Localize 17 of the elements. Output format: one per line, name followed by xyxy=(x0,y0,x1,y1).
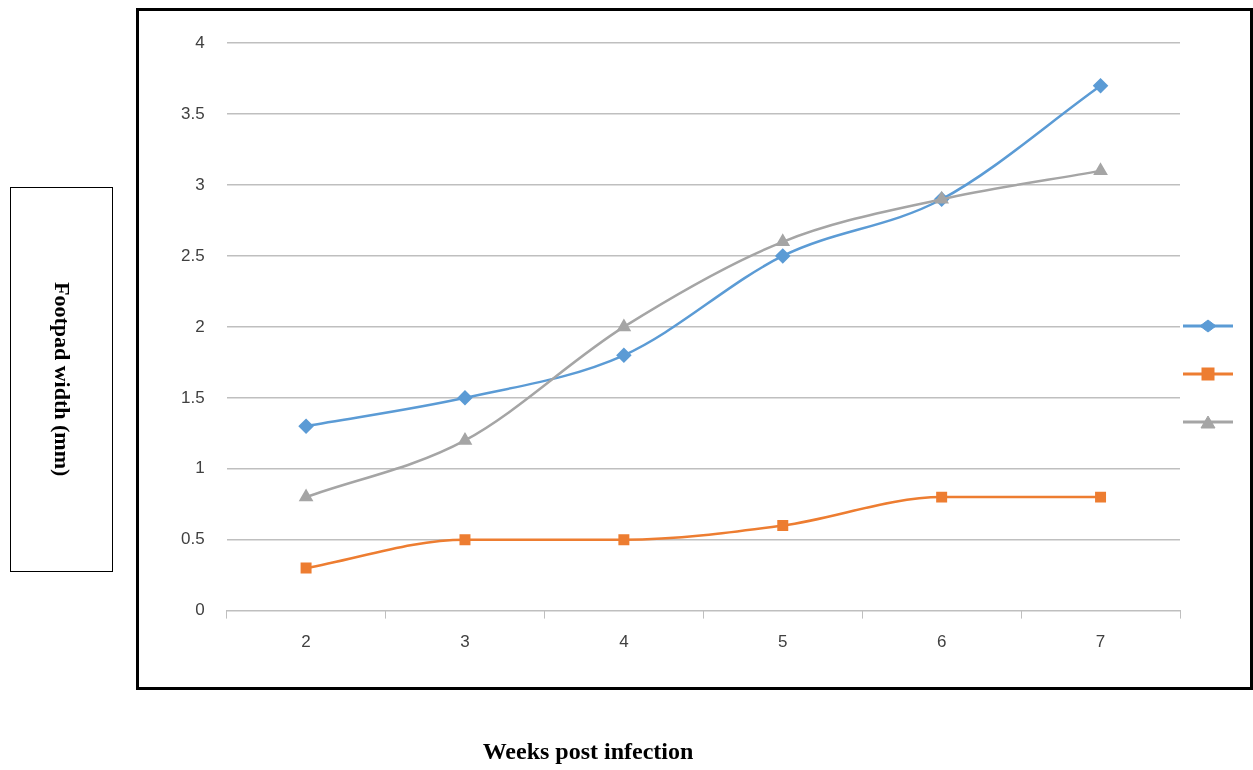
x-tick-label: 7 xyxy=(1095,632,1106,652)
x-tick-label: 2 xyxy=(301,632,311,652)
y-tick-label: 0 xyxy=(195,600,205,620)
y-tick-label: 1.5 xyxy=(180,387,205,407)
x-tick-label: 5 xyxy=(778,632,788,652)
x-tick-label: 6 xyxy=(936,632,947,652)
x-tick-label: 4 xyxy=(619,632,629,652)
y-tick-label: 4 xyxy=(195,32,205,52)
y-tick-label: 2 xyxy=(195,316,205,336)
x-axis-title: Weeks post infection xyxy=(481,738,695,765)
y-tick-label: 1 xyxy=(195,458,205,478)
y-axis-title: Footpad width (mm) xyxy=(48,282,75,477)
y-tick-label: 3 xyxy=(195,174,205,194)
y-tick-label: 3.5 xyxy=(180,103,205,123)
y-tick-label: 0.5 xyxy=(180,529,205,549)
y-tick-label: 2.5 xyxy=(180,245,205,265)
x-tick-label: 3 xyxy=(460,632,470,652)
